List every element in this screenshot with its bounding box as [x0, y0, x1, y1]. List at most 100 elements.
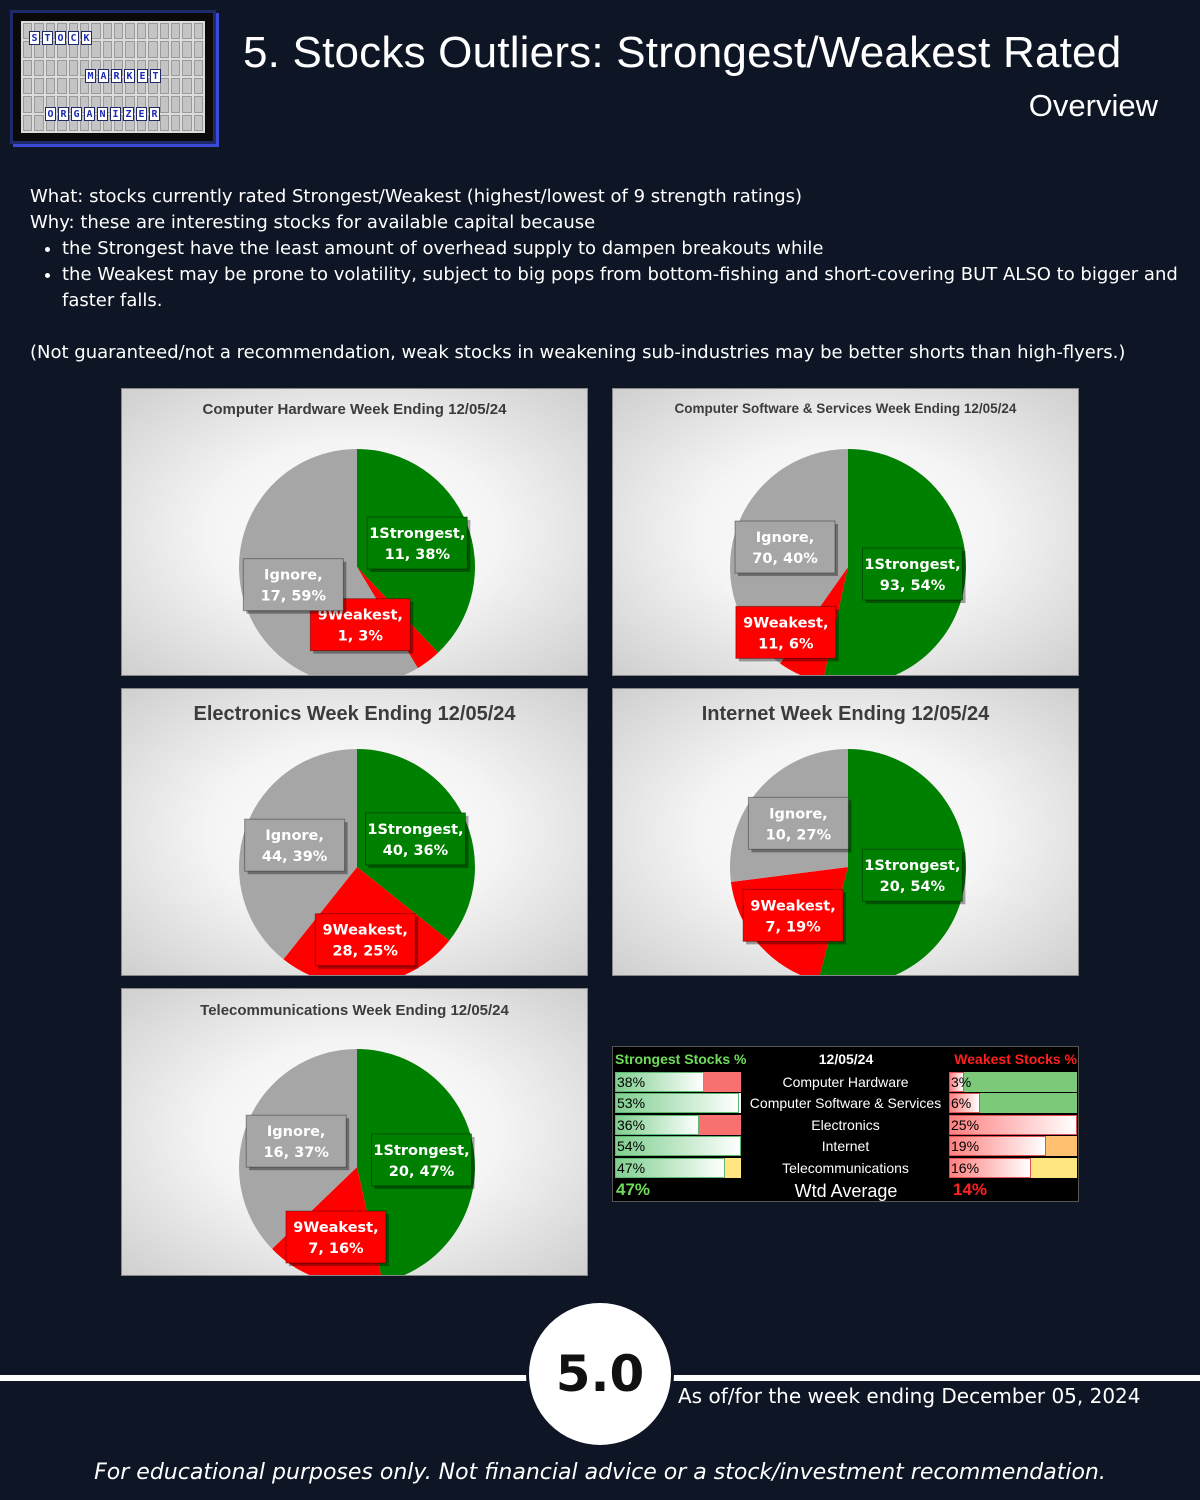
- strongest-bar: [615, 1093, 739, 1114]
- strongest-cell: 38%: [615, 1072, 741, 1092]
- table-row: 53% Computer Software & Services 6%: [613, 1093, 1078, 1114]
- logo-grid-cell: [170, 59, 181, 76]
- pie-label-name: 9Weakest,: [318, 608, 403, 624]
- pie-label-name: Ignore,: [756, 530, 815, 546]
- logo-letter: Z: [123, 107, 134, 121]
- pie-label-name: 1Strongest,: [367, 822, 463, 838]
- logo-grid-cell: [182, 114, 192, 131]
- logo-grid-cell: [91, 23, 101, 40]
- pie-label-ignore: Ignore, 16, 37%: [245, 1114, 350, 1171]
- logo-grid-cell: [114, 41, 124, 58]
- intro-text: What: stocks currently rated Strongest/W…: [30, 184, 1180, 366]
- logo-grid-cell: [159, 23, 169, 40]
- pie-label-strongest: 1Strongest, 40, 36%: [364, 812, 469, 868]
- pie-label-value: 11, 6%: [758, 636, 814, 652]
- weakest-bar: [949, 1114, 1077, 1135]
- logo-grid-cell: [148, 41, 158, 58]
- pie-label-box: [364, 812, 466, 866]
- pie-label-value: 17, 59%: [261, 589, 327, 605]
- pie-svg: 1Strongest, 40, 36% 9Weakest, 28, 25% Ignore…: [239, 749, 476, 975]
- logo-grid-cell: [182, 96, 192, 113]
- pie-label-value: 16, 37%: [263, 1145, 329, 1161]
- pie-svg: 1Strongest, 93, 54% 9Weakest, 11, 6% Ignore,…: [730, 449, 966, 675]
- weakest-cell: 19%: [949, 1136, 1077, 1157]
- category-cell: Computer Software & Services: [749, 1095, 942, 1112]
- category-cell: Telecommunications: [782, 1159, 909, 1176]
- chart-title: Computer Hardware Week Ending 12/05/24: [202, 401, 507, 418]
- weakest-value: 16%: [951, 1159, 980, 1176]
- logo-grid-cell: [193, 59, 203, 76]
- page-number: 5.0: [555, 1345, 645, 1403]
- category-cell: Computer Hardware: [782, 1074, 909, 1090]
- pie-svg: 1Strongest, 11, 38% 9Weakest, 1, 3% Ignore, 1…: [239, 449, 475, 675]
- pie-label-name: 1Strongest,: [369, 526, 465, 542]
- footer-strongest: 47%: [616, 1180, 651, 1199]
- logo-grid-cell: [159, 78, 169, 95]
- pie-svg: 1Strongest, 20, 47% 9Weakest, 7, 16% Ignore,…: [239, 1049, 475, 1275]
- category-cell: Internet: [821, 1138, 870, 1155]
- logo-grid-cell: [136, 23, 147, 40]
- logo-letter: R: [58, 107, 69, 121]
- pie-label-name: Ignore,: [267, 1124, 326, 1140]
- logo-grid-cell: [23, 78, 33, 95]
- logo-grid-cell: [91, 96, 101, 113]
- strongest-value: 53%: [617, 1095, 646, 1112]
- pie-label-ignore: Ignore, 44, 39%: [244, 818, 348, 875]
- pie-svg: 1Strongest, 20, 54% 9Weakest, 7, 19% Ignore,…: [730, 749, 966, 975]
- pie-label-value: 28, 25%: [332, 944, 398, 960]
- pie-label-name: 9Weakest,: [323, 923, 408, 939]
- pie-label-box: [742, 888, 844, 942]
- logo-grid-cell: [182, 41, 192, 58]
- logo-grid-cell: [68, 78, 78, 95]
- pie-label-box: [747, 796, 849, 850]
- as-of-date: As of/for the week ending December 05, 2…: [678, 1384, 1141, 1408]
- logo-grid-cell: [102, 41, 112, 58]
- logo-grid-cell: [136, 41, 147, 58]
- logo-grid-cell: [34, 59, 44, 76]
- logo-letter: O: [55, 31, 66, 45]
- logo-grid-cell: [159, 96, 169, 113]
- page-title: 5. Stocks Outliers: Strongest/Weakest Ra…: [243, 28, 1122, 77]
- logo-grid-cell: [159, 114, 169, 131]
- logo-grid-cell: [34, 96, 44, 113]
- logo-letter: N: [97, 107, 108, 121]
- logo-letter: K: [81, 31, 92, 45]
- intro-why: Why: these are interesting stocks for av…: [30, 212, 596, 233]
- logo-grid-cell: [79, 59, 90, 76]
- pie-label-box: [862, 547, 964, 601]
- pie-label-value: 11, 38%: [385, 547, 451, 563]
- intro-note: (Not guaranteed/not a recommendation, we…: [30, 342, 1126, 363]
- summary-table: Strongest Stocks % 12/05/24 Weakest Stoc…: [612, 1046, 1079, 1202]
- weakest-cell: 16%: [949, 1157, 1077, 1178]
- footer-weakest: 14%: [953, 1180, 988, 1199]
- logo-grid-cell: [193, 78, 203, 95]
- pie-label-ignore: Ignore, 70, 40%: [734, 520, 839, 577]
- logo-letter: T: [42, 31, 53, 45]
- logo-letter: E: [136, 107, 147, 121]
- pie-label-value: 20, 47%: [389, 1164, 455, 1180]
- pie-chart-telecommunications: Telecommunications Week Ending 12/05/24 …: [121, 988, 588, 1276]
- pie-label-name: Ignore,: [264, 568, 323, 584]
- logo-letter: A: [98, 69, 109, 83]
- logo-grid-cell: [23, 41, 33, 58]
- pie-label-name: 1Strongest,: [864, 858, 960, 874]
- pie-label-weakest: 9Weakest, 7, 19%: [742, 888, 847, 945]
- logo-grid-cell: [193, 23, 203, 40]
- pie-label-strongest: 1Strongest, 20, 47%: [371, 1133, 475, 1189]
- logo-grid-cell: [182, 59, 192, 76]
- strongest-value: 47%: [617, 1159, 646, 1176]
- pie-label-box: [242, 558, 344, 612]
- pie-chart-internet: Internet Week Ending 12/05/24 1Strongest…: [612, 688, 1079, 976]
- logo-grid-cell: [23, 59, 33, 76]
- table-row: 47% Telecommunications 16%: [613, 1157, 1078, 1179]
- header-strongest: Strongest Stocks %: [615, 1051, 747, 1067]
- pie-label-value: 10, 27%: [766, 827, 832, 843]
- logo-grid-cell: [159, 59, 169, 76]
- pie-label-weakest: 9Weakest, 7, 16%: [285, 1210, 389, 1267]
- pie-label-name: 1Strongest,: [864, 557, 960, 573]
- chart-title: Internet Week Ending 12/05/24: [701, 703, 990, 725]
- chart-title: Electronics Week Ending 12/05/24: [193, 703, 516, 725]
- logo-grid-cell: [182, 23, 192, 40]
